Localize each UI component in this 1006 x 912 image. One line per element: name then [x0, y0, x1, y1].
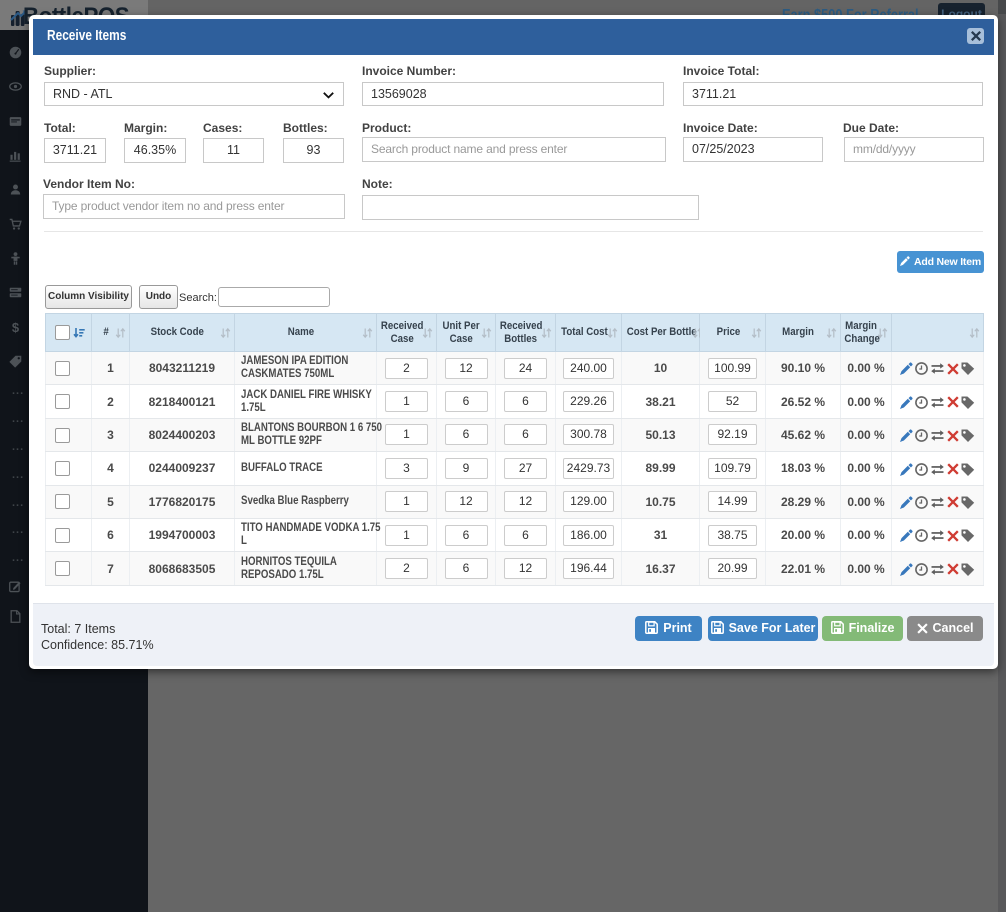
svg-text:$: $: [12, 321, 20, 334]
